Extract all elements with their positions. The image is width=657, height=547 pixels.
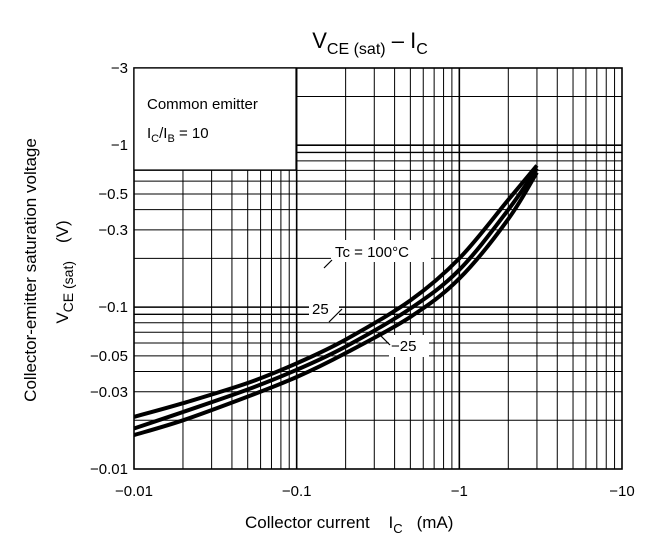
- series-label-minus25-leader: [377, 332, 391, 346]
- y-tick-label: −0.5: [98, 186, 128, 203]
- x-tick-label: −1: [451, 483, 468, 500]
- x-axis-label: Collector current IC (mA): [245, 513, 453, 536]
- conditions-box-background: [133, 67, 297, 171]
- conditions-line-2: IC/IB = 10: [147, 125, 209, 145]
- y-tick-label: −0.05: [90, 348, 128, 365]
- y-tick-labels: −3 −1 −0.5 −0.3 −0.1 −0.05 −0.03 −0.01: [90, 60, 128, 478]
- y-tick-label: −3: [111, 60, 128, 77]
- x-axis-label-text: Collector current: [245, 513, 370, 532]
- y-axis-label-line-1: Collector-emitter saturation voltage: [21, 138, 40, 402]
- y-axis-label-unit: (V): [53, 220, 72, 243]
- conditions-ib-subscript: B: [167, 133, 174, 145]
- title-end: I: [410, 28, 416, 53]
- x-tick-label: −0.01: [115, 483, 153, 500]
- series-line-2: [133, 171, 539, 438]
- x-tick-labels: −0.01 −0.1 −1 −10: [115, 483, 635, 500]
- series-curves: [133, 164, 539, 438]
- series-label-25: 25: [312, 301, 329, 318]
- conditions-line-1: Common emitter: [147, 96, 258, 113]
- y-tick-label: −0.01: [90, 461, 128, 478]
- y-tick-label: −0.3: [98, 222, 128, 239]
- x-axis-label-var-subscript: C: [393, 521, 402, 536]
- series-label-25-background: [309, 298, 339, 320]
- title-main: V: [312, 28, 327, 53]
- y-axis-label-var-subscript: CE (sat): [60, 261, 76, 312]
- y-tick-label: −1: [111, 137, 128, 154]
- x-axis-label-var: I: [388, 513, 393, 532]
- title-dash: –: [386, 28, 410, 53]
- series-line-1: [133, 167, 539, 431]
- series-line-0: [133, 164, 539, 419]
- series-labels: Tc = 100°C 25 −25: [309, 240, 431, 357]
- y-axis-label: Collector-emitter saturation voltage VCE…: [21, 138, 76, 402]
- y-tick-label: −0.1: [98, 299, 128, 316]
- series-label-100c-background: [331, 240, 431, 262]
- conditions-ic: I: [147, 125, 151, 142]
- conditions-slash: /I: [159, 125, 167, 142]
- plot-frame: [133, 67, 623, 470]
- y-axis-label-var: V: [53, 312, 72, 324]
- x-axis-label-unit: (mA): [417, 513, 454, 532]
- x-tick-label: −0.1: [282, 483, 312, 500]
- title-main-subscript: CE (sat): [327, 41, 386, 58]
- y-tick-label: −0.03: [90, 384, 128, 401]
- x-tick-label: −10: [609, 483, 634, 500]
- series-label-100c: Tc = 100°C: [335, 244, 409, 261]
- grid: [134, 68, 622, 469]
- series-label-25-leader: [328, 308, 343, 323]
- series-label-minus25: −25: [391, 338, 416, 355]
- plot-border: [133, 67, 623, 470]
- conditions-box: Common emitter IC/IB = 10: [133, 67, 297, 171]
- chart-title: VCE (sat) – IC: [312, 28, 428, 58]
- y-axis-label-line-2: VCE (sat) (V): [53, 220, 76, 323]
- series-label-minus25-background: [389, 335, 429, 357]
- conditions-ic-subscript: C: [151, 133, 159, 145]
- title-end-subscript: C: [416, 41, 428, 58]
- series-label-100c-leader: [323, 259, 333, 269]
- conditions-ratio: = 10: [175, 125, 209, 142]
